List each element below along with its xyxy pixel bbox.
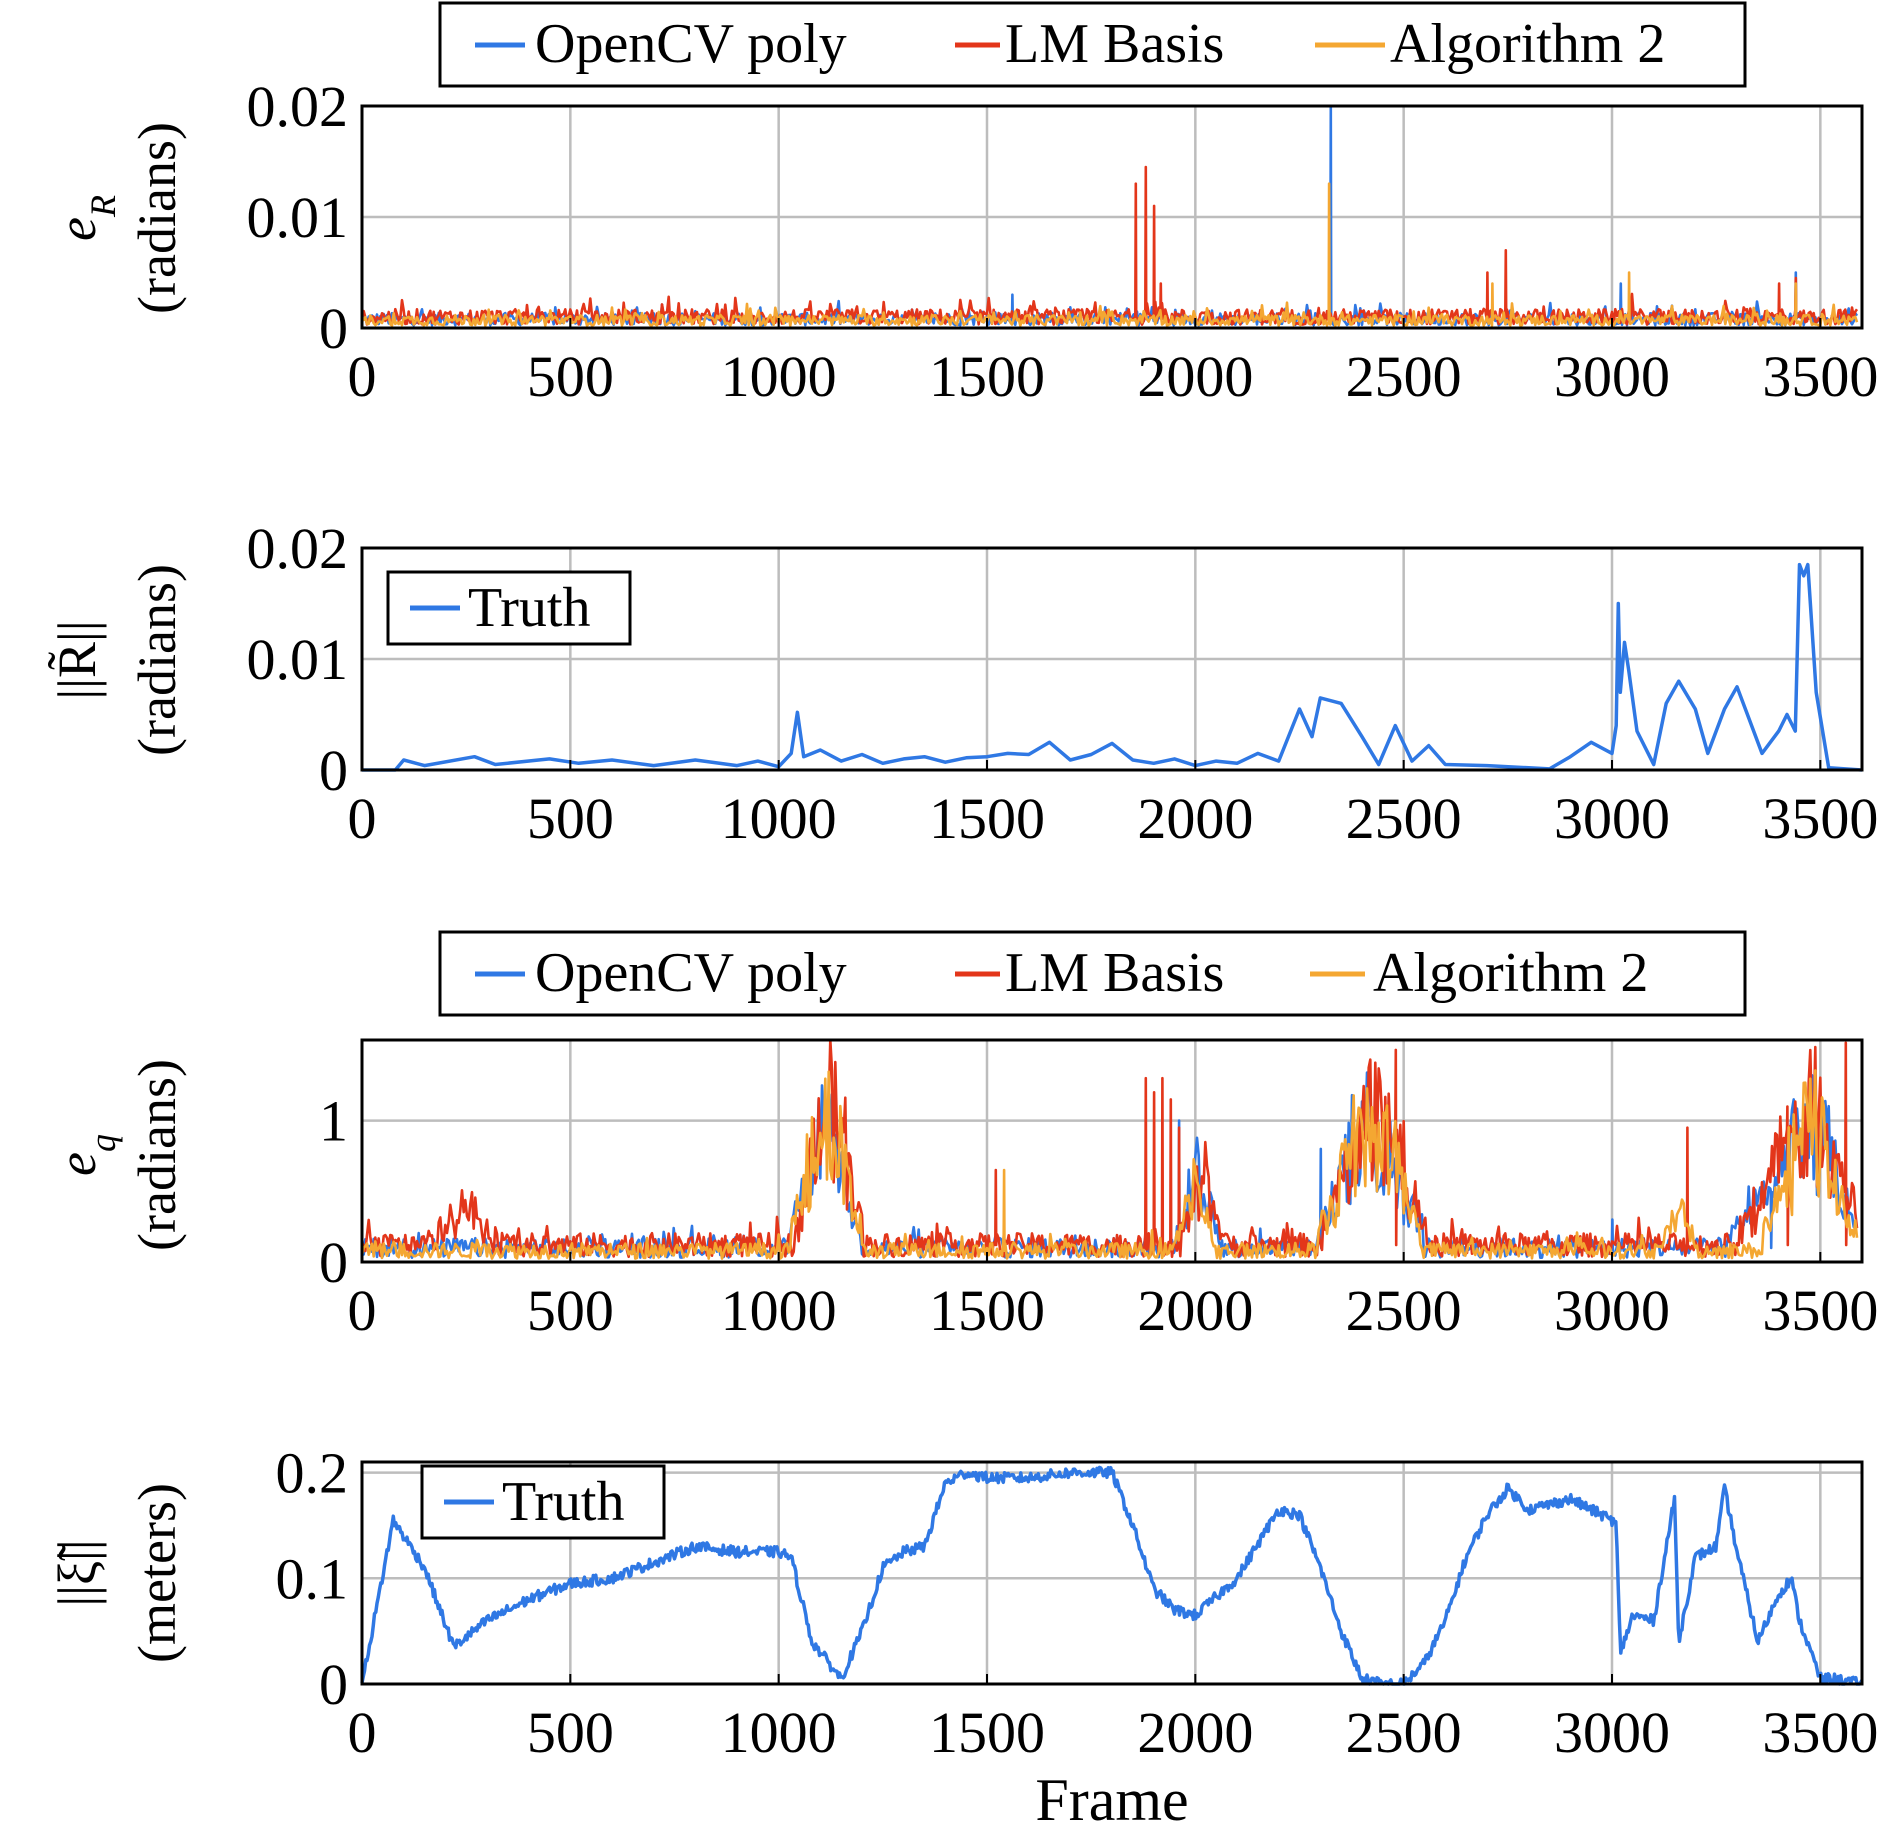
panel-3-series (360, 1038, 1859, 1260)
y-tick-label: 0.2 (276, 1441, 349, 1506)
x-tick-label: 3500 (1762, 1278, 1878, 1343)
panel-1-ylabel-symbol: eR (47, 195, 123, 241)
y-tick-label: 1 (319, 1089, 348, 1154)
panel-3-ylabel-symbol: eq (47, 1134, 123, 1176)
x-tick-label: 3000 (1554, 786, 1670, 851)
legend-box (438, 1, 1747, 88)
series-lm-basis (360, 165, 1859, 326)
panel-2-ticks: 0 500 1000 1500 2000 2500 3000 3500 0 0.01 0.02 (247, 516, 1879, 851)
y-tick-label: 0 (319, 1652, 348, 1717)
legend-label-opencv: OpenCV poly (535, 942, 847, 1004)
x-tick-label: 3500 (1762, 1700, 1878, 1765)
x-tick-label: 2000 (1137, 1700, 1253, 1765)
panel-4-frame (360, 1460, 1864, 1686)
x-tick-label: 500 (527, 786, 614, 851)
x-tick-label: 0 (348, 786, 377, 851)
legend-panel-3: OpenCV poly LM Basis Algorithm 2 (438, 930, 1747, 1017)
legend-panel-4: Truth (420, 1464, 666, 1540)
x-tick-label: 3000 (1554, 1700, 1670, 1765)
panel-2-series (362, 562, 1863, 772)
panel-4-ylabel-symbol: ||ξ̃|| (47, 1539, 107, 1606)
panel-3-ylabel: (radians) (127, 1059, 187, 1251)
legend-box (438, 930, 1747, 1017)
x-tick-label: 3500 (1762, 344, 1878, 409)
panel-2-ylabel-symbol: ||R̃|| (47, 620, 107, 699)
panel-4-series (360, 1465, 1864, 1686)
panel-4: 0 500 1000 1500 2000 2500 3000 3500 0 0.1 0.2 Trut… (47, 1441, 1878, 1833)
panel-4-ylabel: (meters) (127, 1483, 187, 1663)
x-tick-label: 2000 (1137, 344, 1253, 409)
x-tick-label: 2500 (1346, 1700, 1462, 1765)
x-tick-label: 2500 (1346, 344, 1462, 409)
x-tick-label: 1500 (929, 1278, 1045, 1343)
y-tick-label: 0 (319, 738, 348, 803)
panel-3-ticks: 0 500 1000 1500 2000 2500 3000 3500 0 1 (319, 1089, 1878, 1343)
y-tick-label: 0.01 (247, 185, 349, 250)
legend-label-lm: LM Basis (1005, 13, 1224, 75)
x-axis-label: Frame (1035, 1767, 1188, 1833)
x-tick-label: 2000 (1137, 786, 1253, 851)
panel-2-frame (360, 546, 1864, 772)
x-tick-label: 2000 (1137, 1278, 1253, 1343)
panel-3: 0 500 1000 1500 2000 2500 3000 3500 0 1 eq (radia… (47, 1038, 1878, 1343)
x-tick-label: 500 (527, 1700, 614, 1765)
x-tick-label: 1500 (929, 1700, 1045, 1765)
series-truth (360, 1465, 1864, 1686)
series-algorithm-2 (360, 1069, 1859, 1260)
x-tick-label: 3500 (1762, 786, 1878, 851)
series-truth (362, 562, 1863, 772)
y-tick-label: 0.02 (247, 74, 349, 139)
x-tick-label: 0 (348, 1700, 377, 1765)
x-tick-label: 0 (348, 344, 377, 409)
legend-panel-2: Truth (386, 570, 632, 646)
panel-3-frame (360, 1038, 1864, 1264)
y-tick-label: 0 (319, 1230, 348, 1295)
x-tick-label: 1000 (721, 1700, 837, 1765)
x-tick-label: 1000 (721, 1278, 837, 1343)
panel-4-ticks: 0 500 1000 1500 2000 2500 3000 3500 0 0.1 0.2 (276, 1441, 1879, 1765)
y-tick-label: 0.02 (247, 516, 349, 581)
x-tick-label: 500 (527, 1278, 614, 1343)
legend-label-truth: Truth (502, 1471, 624, 1533)
y-tick-label: 0.01 (247, 627, 349, 692)
x-tick-label: 0 (348, 1278, 377, 1343)
x-tick-label: 3000 (1554, 1278, 1670, 1343)
series-lm-basis (360, 1038, 1859, 1259)
legend-label-alg2: Algorithm 2 (1373, 942, 1648, 1004)
x-tick-label: 500 (527, 344, 614, 409)
panel-1: 0 500 1000 1500 2000 2500 3000 3500 0 0.01 0.02 eR… (47, 74, 1878, 409)
legend-panel-1: OpenCV poly LM Basis Algorithm 2 (438, 1, 1747, 88)
y-tick-label: 0 (319, 296, 348, 361)
panel-1-ylabel: (radians) (127, 122, 187, 314)
legend-label-lm: LM Basis (1005, 942, 1224, 1004)
panel-2: 0 500 1000 1500 2000 2500 3000 3500 0 0.01 0.02 Tr… (47, 516, 1878, 851)
panel-1-grid (362, 104, 1862, 328)
x-tick-label: 2500 (1346, 1278, 1462, 1343)
x-tick-label: 2500 (1346, 786, 1462, 851)
series-opencv-poly (360, 1071, 1859, 1259)
panel-1-frame (360, 104, 1864, 330)
panel-1-ticks: 0 500 1000 1500 2000 2500 3000 3500 0 0.01 0.02 (247, 74, 1879, 409)
x-tick-label: 1000 (721, 786, 837, 851)
legend-label-opencv: OpenCV poly (535, 13, 847, 75)
x-tick-label: 1000 (721, 344, 837, 409)
x-tick-label: 1500 (929, 786, 1045, 851)
legend-label-alg2: Algorithm 2 (1390, 13, 1665, 75)
x-tick-label: 1500 (929, 344, 1045, 409)
panel-2-ylabel: (radians) (127, 564, 187, 756)
series-opencv-poly (361, 104, 1859, 327)
y-tick-label: 0.1 (276, 1546, 349, 1611)
legend-label-truth: Truth (468, 577, 590, 639)
x-tick-label: 3000 (1554, 344, 1670, 409)
